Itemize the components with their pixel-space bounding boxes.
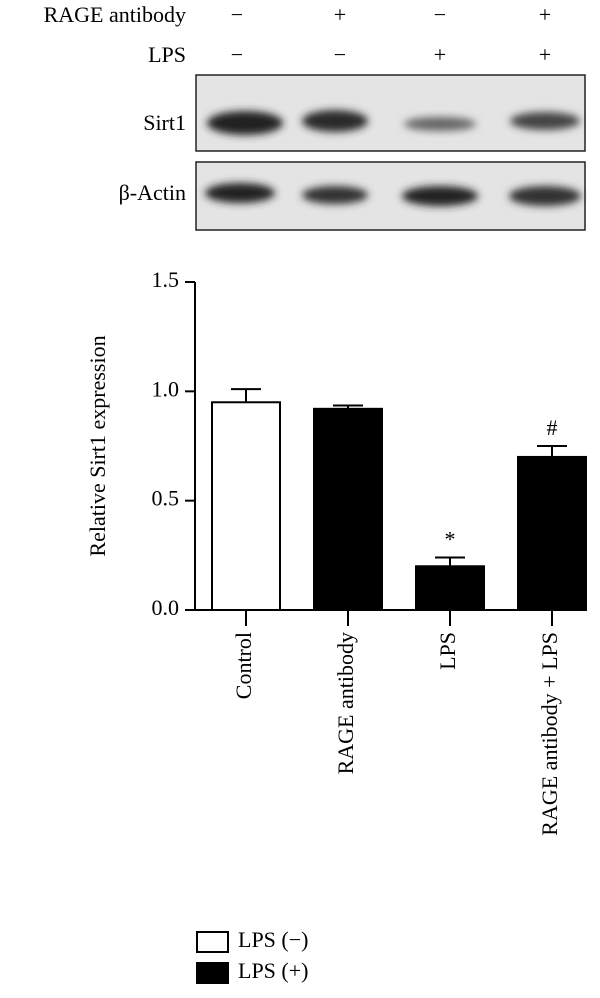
y-tick-label: 0.5 (152, 486, 180, 511)
y-tick-label: 1.0 (152, 376, 180, 401)
annotation: * (445, 527, 456, 552)
band-label: Sirt1 (143, 110, 186, 135)
y-axis-label: Relative Sirt1 expression (85, 335, 110, 556)
annotation: # (547, 415, 558, 440)
legend-label: LPS (+) (238, 958, 308, 983)
x-tick-label: Control (231, 632, 256, 699)
x-tick-label: LPS (435, 632, 460, 670)
sign: + (539, 42, 551, 67)
bar (415, 565, 485, 611)
sign: + (539, 2, 551, 27)
x-tick-label: RAGE antibody (333, 632, 358, 774)
bar (211, 401, 281, 611)
sign: − (231, 2, 243, 27)
sign: − (231, 42, 243, 67)
legend-label: LPS (−) (238, 927, 308, 952)
sign: − (334, 42, 346, 67)
x-tick-label: RAGE antibody + LPS (537, 632, 562, 836)
blot-sirt1 (195, 74, 586, 152)
sign: + (434, 42, 446, 67)
bar (517, 455, 587, 611)
sign: − (434, 2, 446, 27)
bar (313, 407, 383, 611)
legend-swatch (196, 962, 229, 984)
row-label: LPS (148, 42, 186, 67)
row-label: RAGE antibody (44, 2, 186, 27)
band-label: β-Actin (119, 180, 186, 205)
y-tick-label: 1.5 (152, 267, 180, 292)
blot-actin (195, 161, 586, 231)
sign: + (334, 2, 346, 27)
y-tick-label: 0.0 (152, 595, 180, 620)
legend-swatch (196, 931, 229, 953)
